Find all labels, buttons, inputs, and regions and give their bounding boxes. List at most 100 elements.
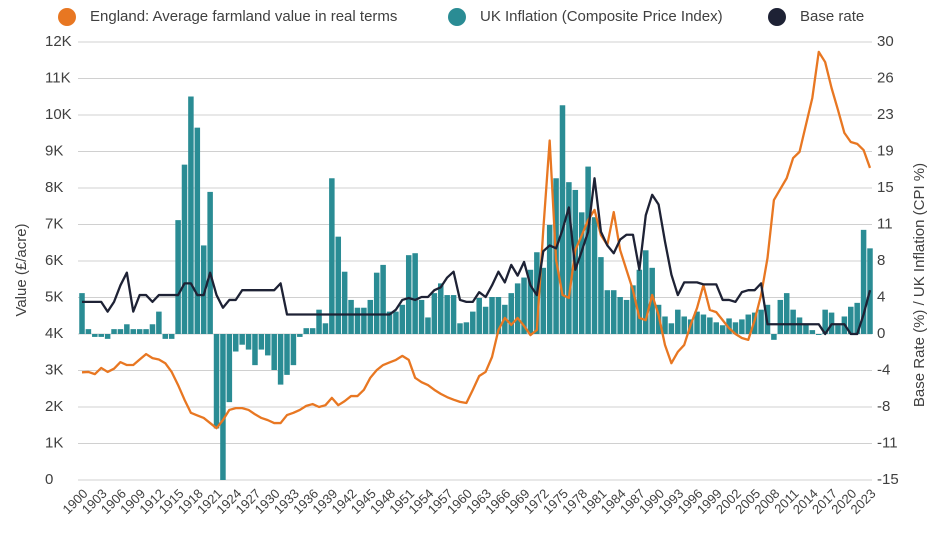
y-tick-label: 1K xyxy=(45,434,63,451)
bar xyxy=(380,264,386,334)
y-tick-label: 8K xyxy=(45,179,63,196)
y-tick-label: 10K xyxy=(45,106,72,123)
bar xyxy=(92,334,98,337)
bar xyxy=(796,317,803,334)
bar xyxy=(719,325,726,334)
bar xyxy=(98,334,104,337)
bar xyxy=(566,182,572,334)
bar xyxy=(681,316,687,334)
bar xyxy=(104,334,111,339)
bar xyxy=(623,299,630,334)
y2-tick-label: -11 xyxy=(877,434,898,451)
bar xyxy=(348,299,354,334)
bar xyxy=(662,316,668,334)
bar xyxy=(130,329,137,334)
bar xyxy=(700,314,707,334)
bar xyxy=(822,309,828,334)
bar xyxy=(335,236,342,334)
bar xyxy=(815,334,822,335)
bar xyxy=(220,334,226,480)
bar xyxy=(303,328,309,334)
bar xyxy=(239,334,245,345)
bar xyxy=(514,283,521,334)
bar xyxy=(309,328,316,334)
bar xyxy=(835,325,841,334)
bar xyxy=(111,329,117,334)
y2-axis-title: Base Rate (%) / UK Inflation (CPI %) xyxy=(911,163,928,407)
bar xyxy=(559,105,566,335)
bar xyxy=(450,295,457,334)
bar xyxy=(175,220,181,334)
bar xyxy=(630,285,636,334)
y2-tick-label: 11 xyxy=(877,215,893,232)
y2-tick-label: 0 xyxy=(877,325,885,342)
bar xyxy=(297,334,303,337)
bar xyxy=(585,166,591,334)
bar xyxy=(213,334,220,429)
bar xyxy=(354,307,361,334)
bar xyxy=(322,323,329,334)
legend-marker xyxy=(768,8,786,26)
bar xyxy=(393,311,399,334)
bar xyxy=(117,329,124,334)
bar xyxy=(617,297,623,334)
y-tick-label: 9K xyxy=(45,142,63,159)
bar xyxy=(316,309,322,334)
bar xyxy=(675,309,681,334)
bar xyxy=(803,324,809,334)
bar xyxy=(425,317,431,334)
bar xyxy=(277,334,284,385)
bar xyxy=(79,293,85,334)
bar xyxy=(540,267,547,334)
bar xyxy=(373,272,380,334)
legend-marker xyxy=(448,8,466,26)
bar xyxy=(848,306,854,334)
bar xyxy=(713,322,719,334)
bar xyxy=(604,290,611,334)
bar xyxy=(194,127,201,334)
bar xyxy=(610,290,617,334)
bar xyxy=(598,257,604,334)
y-tick-label: 12K xyxy=(45,33,72,50)
bar xyxy=(591,217,598,334)
line-series xyxy=(82,177,872,336)
bar xyxy=(412,253,418,334)
bar xyxy=(508,293,514,334)
y2-tick-label: 23 xyxy=(877,106,894,123)
bar xyxy=(162,334,169,339)
y-tick-label: 2K xyxy=(45,398,63,415)
bar xyxy=(732,322,739,334)
bar xyxy=(252,334,258,366)
bar xyxy=(143,329,149,334)
y2-tick-label: 26 xyxy=(877,69,894,86)
bar xyxy=(745,314,752,334)
bar xyxy=(726,318,732,334)
bar xyxy=(790,309,796,334)
y2-tick-label: 4 xyxy=(877,288,885,305)
bar xyxy=(361,307,367,334)
bar xyxy=(783,293,790,334)
y2-tick-label: -4 xyxy=(877,361,890,378)
bar xyxy=(578,212,585,334)
bar xyxy=(771,334,777,340)
bar xyxy=(854,302,860,334)
y2-tick-label: 15 xyxy=(877,179,894,196)
bar xyxy=(181,164,188,334)
y-tick-label: 0 xyxy=(45,471,53,488)
bar xyxy=(489,297,495,334)
bar xyxy=(758,309,764,334)
bar xyxy=(329,178,335,334)
bar xyxy=(431,293,438,334)
bar xyxy=(777,299,784,334)
y-tick-label: 4K xyxy=(45,325,63,342)
legend-label: England: Average farmland value in real … xyxy=(90,8,397,25)
bar xyxy=(156,311,162,334)
bar xyxy=(367,299,374,334)
bar xyxy=(258,334,265,350)
bar xyxy=(386,311,393,334)
line-series xyxy=(81,50,872,430)
bar xyxy=(649,267,655,334)
bar xyxy=(124,324,130,334)
